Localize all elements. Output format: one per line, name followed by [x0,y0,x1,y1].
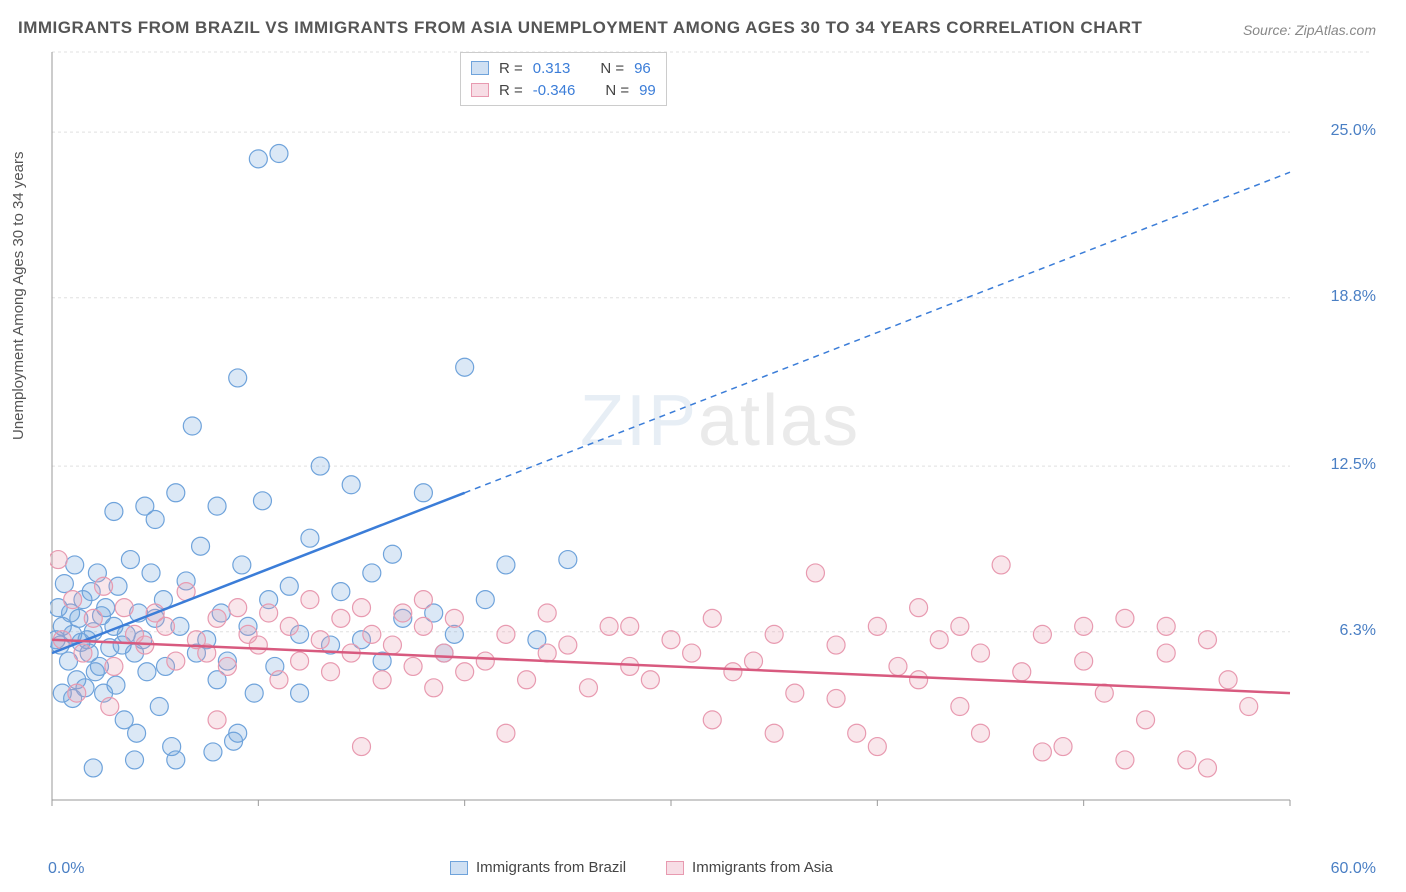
legend-label-brazil: Immigrants from Brazil [476,859,626,876]
series-legend: Immigrants from Brazil Immigrants from A… [450,859,833,876]
y-tick-label: 6.3% [1340,622,1376,640]
n-value-brazil: 96 [634,60,651,77]
x-axis-min-label: 0.0% [48,860,84,878]
legend-swatch-asia [666,861,684,875]
x-axis-max-label: 60.0% [1331,860,1376,878]
chart-title: IMMIGRANTS FROM BRAZIL VS IMMIGRANTS FRO… [18,18,1142,38]
correlation-legend: R = 0.313 N = 96 R = -0.346 N = 99 [460,52,667,106]
n-label: N = [605,82,629,99]
y-tick-label: 12.5% [1331,456,1376,474]
source-credit: Source: ZipAtlas.com [1243,22,1376,38]
legend-item-asia: Immigrants from Asia [666,859,833,876]
r-value-brazil: 0.313 [533,60,571,77]
legend-row-brazil: R = 0.313 N = 96 [471,57,656,79]
r-label: R = [499,60,523,77]
n-label: N = [600,60,624,77]
n-value-asia: 99 [639,82,656,99]
legend-row-asia: R = -0.346 N = 99 [471,79,656,101]
y-tick-label: 18.8% [1331,288,1376,306]
legend-swatch-brazil [450,861,468,875]
legend-swatch-asia [471,83,489,97]
scatter-chart [50,50,1370,830]
y-axis-label: Unemployment Among Ages 30 to 34 years [10,151,27,440]
r-label: R = [499,82,523,99]
r-value-asia: -0.346 [533,82,576,99]
y-tick-label: 25.0% [1331,122,1376,140]
legend-item-brazil: Immigrants from Brazil [450,859,626,876]
legend-swatch-brazil [471,61,489,75]
legend-label-asia: Immigrants from Asia [692,859,833,876]
